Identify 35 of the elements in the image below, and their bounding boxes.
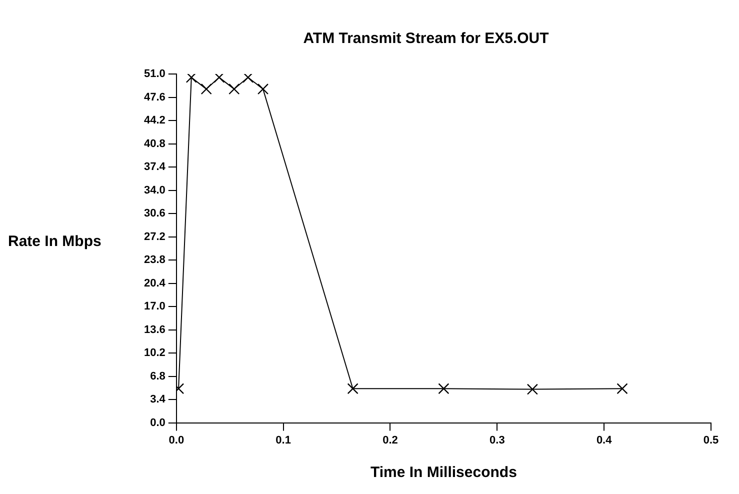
y-tick-label: 34.0 <box>144 184 166 196</box>
y-tick-label: 47.6 <box>144 91 166 104</box>
y-tick-label: 27.2 <box>144 230 166 243</box>
point <box>438 383 450 394</box>
y-tick-label: 44.2 <box>144 114 166 127</box>
y-tick-label: 3.4 <box>150 394 166 406</box>
point <box>200 83 212 95</box>
y-tick-label: 20.4 <box>144 277 166 290</box>
point <box>228 83 240 95</box>
point <box>526 384 538 395</box>
y-tick-label: 40.8 <box>144 138 166 150</box>
point <box>257 83 269 95</box>
y-tick-label: 17.0 <box>144 300 166 313</box>
point <box>214 74 225 83</box>
x-tick-label: 0.4 <box>596 434 613 446</box>
y-tick-label: 13.6 <box>144 324 166 336</box>
y-tick-label: 10.2 <box>144 347 166 360</box>
x-tick-label: 0.3 <box>490 434 505 446</box>
y-tick-label: 23.8 <box>144 254 166 266</box>
y-tick-label: 30.6 <box>144 208 166 220</box>
chart-title: ATM Transmit Stream for EX5.OUT <box>303 30 549 48</box>
point <box>347 383 358 394</box>
y-axis-title: Rate In Mbps <box>8 233 102 250</box>
x-axis-title: Time In Milliseconds <box>370 464 517 482</box>
x-tick-label: 0.0 <box>168 434 184 446</box>
x-tick-label: 0.5 <box>703 434 719 446</box>
y-tick-label: 37.4 <box>144 161 166 174</box>
point <box>616 383 628 394</box>
point <box>186 74 197 83</box>
x-tick-label: 0.2 <box>382 434 398 446</box>
x-tick-label: 0.1 <box>276 434 291 446</box>
y-tick-label: 0.0 <box>150 416 166 429</box>
y-tick-label: 51.0 <box>144 68 166 80</box>
y-tick-label: 6.8 <box>150 370 166 382</box>
point <box>242 74 254 83</box>
